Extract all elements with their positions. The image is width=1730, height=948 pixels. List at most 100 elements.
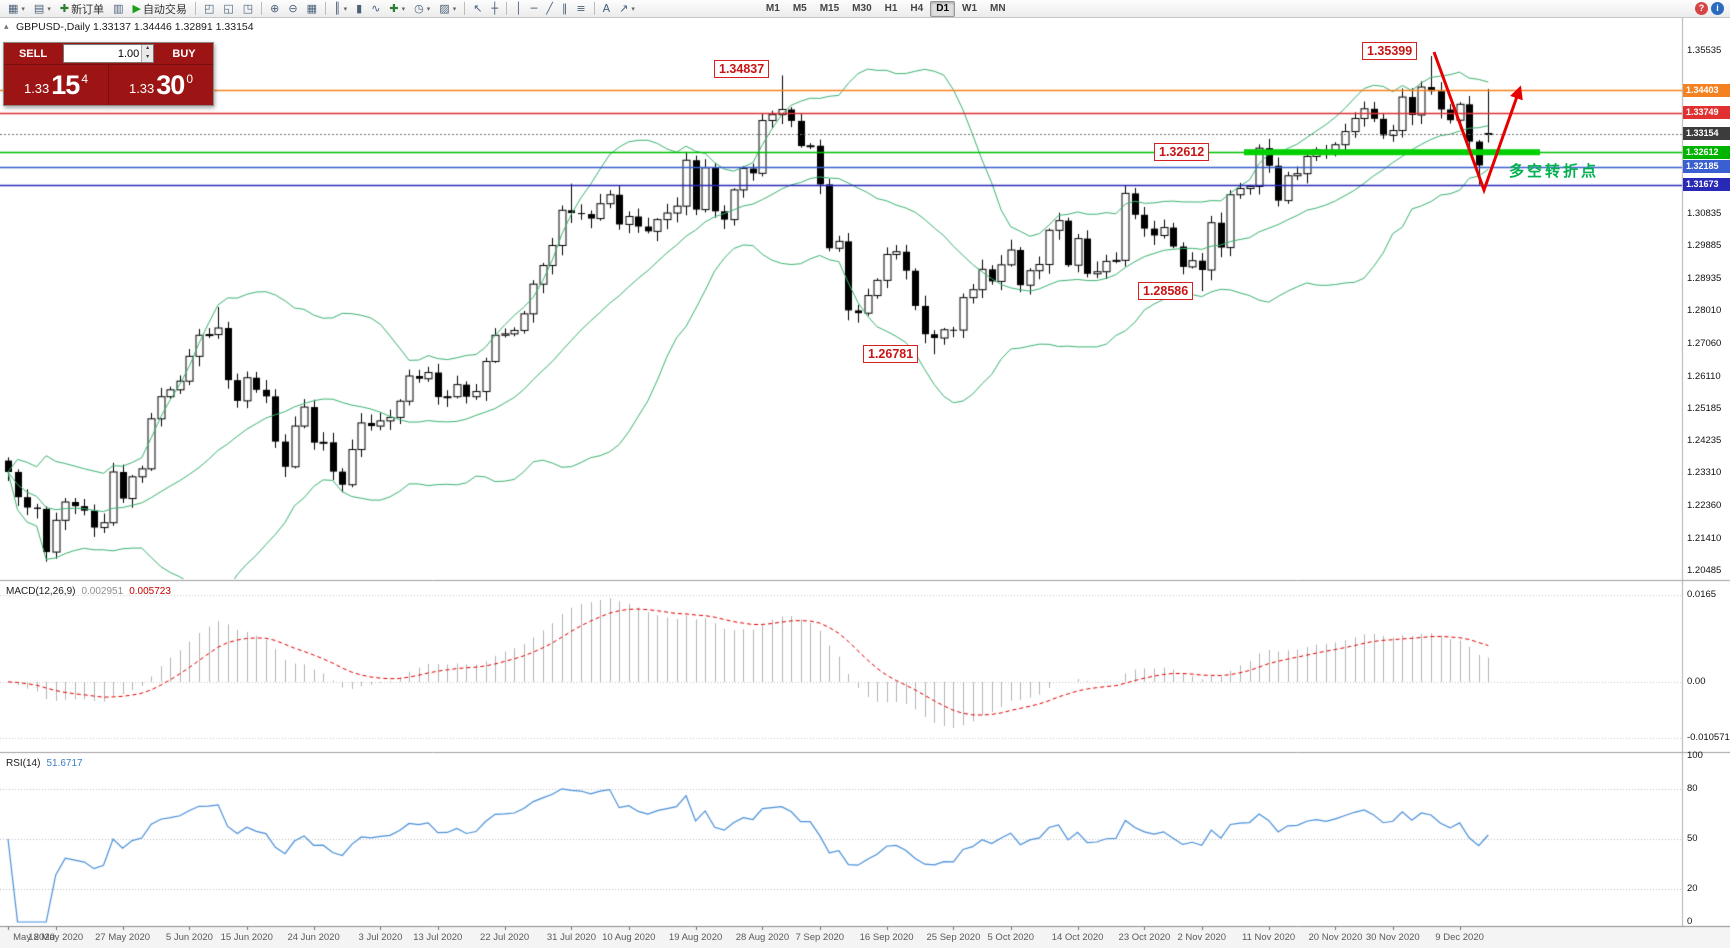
window-tile-vertical-icon: ◳ (242, 2, 254, 15)
macd-value-main: 0.002951 (81, 586, 124, 597)
timeframe-m5-button[interactable]: M5 (787, 1, 813, 17)
horizontal-line-icon: ─ (530, 2, 538, 15)
periods-button[interactable]: ◷ ▾ (410, 1, 434, 16)
marketwatch-icon: ▥ (113, 2, 124, 15)
price-annotation-label[interactable]: 1.32612 (1154, 143, 1210, 161)
horizontal-line-button[interactable]: ─ (527, 1, 542, 16)
candlestick-chart-button[interactable]: ▮ (352, 1, 366, 16)
timeframe-w1-button[interactable]: W1 (956, 1, 983, 17)
profiles-icon: ▤ (33, 2, 45, 15)
volume-input[interactable] (64, 45, 142, 62)
price-annotation-label[interactable]: 1.28586 (1138, 282, 1194, 300)
dropdown-arrow-icon: ▾ (426, 5, 431, 13)
crosshair-icon: ┼ (491, 2, 499, 15)
sell-button[interactable]: SELL (4, 43, 62, 64)
symbol-ohlc-text: GBPUSD-,Daily 1.33137 1.34446 1.32891 1.… (16, 21, 254, 33)
one-click-panel-toggle[interactable]: ▴ (4, 21, 9, 31)
autotrading-button-label: 自动交易 (142, 3, 187, 16)
trade-panel-prices-row: 1.33 15 4 1.33 30 0 (4, 64, 213, 105)
bar-chart-icon: ║ (334, 2, 341, 15)
text-icon: A (602, 2, 611, 15)
arrows-button[interactable]: ↗ ▾ (615, 1, 639, 16)
fibonacci-icon: ≡ (576, 2, 586, 15)
trend-note-text[interactable]: 多空转折点 (1509, 163, 1600, 180)
dropdown-arrow-icon: ▾ (47, 5, 51, 13)
buy-price-display[interactable]: 1.33 30 0 (109, 65, 213, 105)
toolbar: ▦ ▾ ▤ ▾ ✚ 新订单 ▥ ▶ 自动交易 ◰ ◱ ◳ ⊕ ⊖ ▦ ║ ▾ ▮ ∿ ✚ ▾ ◷ ▾ ▨ ▾ ↖ ┼ │ ─ ╱ ∥ ≡ A ↗ ▾… (0, 0, 1730, 18)
help-icon[interactable]: ? (1695, 2, 1708, 15)
toolbar-separator (325, 2, 326, 15)
price-annotation-label[interactable]: 1.34837 (714, 60, 770, 78)
dropdown-arrow-icon: ▾ (631, 5, 635, 13)
trendline-button[interactable]: ╱ (542, 1, 557, 16)
toolbar-buttons-group: ▦ ▾ ▤ ▾ ✚ 新订单 ▥ ▶ 自动交易 ◰ ◱ ◳ ⊕ ⊖ ▦ ║ ▾ ▮ ∿ ✚ ▾ ◷ ▾ ▨ ▾ ↖ ┼ │ ─ ╱ ∥ ≡ A ↗ ▾ (4, 1, 639, 16)
volume-up-button[interactable]: ▴ (142, 45, 153, 54)
sell-price-point: 4 (81, 71, 89, 86)
grid-icon: ▦ (306, 2, 317, 15)
timeframe-m15-button[interactable]: M15 (814, 1, 845, 17)
candlestick-chart-icon: ▮ (356, 2, 363, 15)
timeframe-h1-button[interactable]: H1 (879, 1, 904, 17)
volume-down-button[interactable]: ▾ (142, 53, 153, 62)
new-order-button[interactable]: ✚ 新订单 (56, 1, 108, 16)
buy-price-pips: 30 (156, 70, 185, 100)
vertical-line-icon: │ (515, 2, 522, 15)
fibonacci-button[interactable]: ≡ (572, 1, 589, 16)
timeframe-m30-button[interactable]: M30 (846, 1, 877, 17)
grid-button[interactable]: ▦ (303, 1, 321, 16)
macd-value-signal: 0.005723 (129, 586, 171, 597)
autotrading-icon: ▶ (132, 2, 141, 15)
zoom-out-button[interactable]: ⊖ (284, 1, 301, 16)
dropdown-arrow-icon: ▾ (401, 5, 406, 13)
price-annotation-label[interactable]: 1.35399 (1362, 42, 1418, 60)
trade-panel-controls-row: SELL ▴ ▾ BUY (4, 43, 213, 64)
one-click-trading-panel: SELL ▴ ▾ BUY 1.33 15 4 1.33 30 0 (3, 42, 214, 106)
text-button[interactable]: A (599, 1, 615, 16)
templates-button[interactable]: ▨ ▾ (435, 1, 460, 16)
rsi-indicator-label: RSI(14) 51.6717 (6, 758, 83, 769)
sell-price-display[interactable]: 1.33 15 4 (4, 65, 109, 105)
zoom-in-icon: ⊕ (270, 2, 280, 15)
marketwatch-button[interactable]: ▥ (109, 1, 127, 16)
rsi-value: 51.6717 (46, 758, 83, 769)
window-cascade-button[interactable]: ◰ (200, 1, 218, 16)
buy-price-point: 0 (186, 71, 194, 86)
bar-chart-button[interactable]: ║ ▾ (330, 1, 351, 16)
cursor-button[interactable]: ↖ (469, 1, 486, 16)
crosshair-button[interactable]: ┼ (487, 1, 502, 16)
macd-name: MACD(12,26,9) (6, 586, 76, 597)
buy-button[interactable]: BUY (155, 43, 213, 64)
line-chart-button[interactable]: ∿ (367, 1, 384, 16)
new-chart-button[interactable]: ▦ ▾ (4, 1, 29, 16)
channel-button[interactable]: ∥ (558, 1, 572, 16)
vertical-line-button[interactable]: │ (511, 1, 526, 16)
autotrading-button[interactable]: ▶ 自动交易 (128, 1, 190, 16)
line-chart-icon: ∿ (371, 2, 381, 15)
window-tile-horizontal-button[interactable]: ◱ (219, 1, 237, 16)
trendline-icon: ╱ (546, 2, 553, 15)
zoom-in-button[interactable]: ⊕ (266, 1, 283, 16)
timeframe-m1-button[interactable]: M1 (760, 1, 786, 17)
timeframe-buttons-group: M1 M5 M15 M30 H1 H4 D1 W1 MN (760, 0, 1012, 17)
trend-arrow-line (1432, 51, 1523, 195)
timeframe-d1-button[interactable]: D1 (930, 0, 956, 17)
window-tile-vertical-button[interactable]: ◳ (239, 1, 257, 16)
dropdown-arrow-icon: ▾ (21, 5, 25, 13)
indicators-button[interactable]: ✚ ▾ (385, 1, 409, 16)
toolbar-separator (261, 2, 263, 15)
buy-price-figure: 1.33 (128, 81, 155, 96)
price-annotation-label[interactable]: 1.26781 (863, 345, 919, 363)
community-icon[interactable]: i (1711, 2, 1724, 15)
timeframe-mn-button[interactable]: MN (984, 1, 1012, 17)
volume-input-wrap: ▴ ▾ (63, 44, 154, 63)
arrows-icon: ↗ (619, 2, 629, 15)
new-order-icon: ✚ (59, 2, 70, 15)
window-tile-horizontal-icon: ◱ (223, 2, 234, 15)
timeframe-h4-button[interactable]: H4 (904, 1, 929, 17)
dropdown-arrow-icon: ▾ (343, 5, 348, 13)
profiles-button[interactable]: ▤ ▾ (30, 1, 55, 16)
zoom-out-icon: ⊖ (288, 2, 298, 15)
